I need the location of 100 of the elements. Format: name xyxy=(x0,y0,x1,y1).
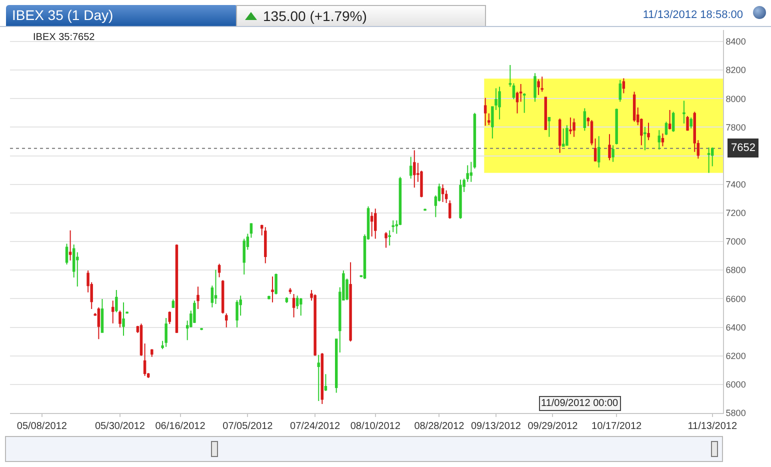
candlestick xyxy=(164,317,168,348)
candlestick xyxy=(200,327,203,331)
candlestick xyxy=(118,310,122,328)
y-tick-label: 6000 xyxy=(726,380,746,390)
candlestick xyxy=(388,230,391,246)
x-tick-label: 08/28/2012 xyxy=(414,421,465,432)
x-tick-label: 07/24/2012 xyxy=(290,421,341,432)
candlestick xyxy=(320,352,324,404)
candlestick xyxy=(172,298,175,308)
y-tick-label: 6200 xyxy=(726,350,746,361)
candlestick xyxy=(413,150,416,188)
x-tick-label: 05/08/2012 xyxy=(16,421,68,432)
candlestick xyxy=(175,244,178,334)
x-tick-label: 06/16/2012 xyxy=(155,421,206,432)
candlestick xyxy=(566,124,568,146)
x-tick-label: 10/17/2012 xyxy=(592,421,642,432)
y-tick-label: 7000 xyxy=(726,236,746,247)
candlestick xyxy=(218,263,221,278)
candlestick xyxy=(644,126,646,151)
candlestick xyxy=(285,296,288,304)
candlestick xyxy=(484,97,487,126)
x-tick-label: 07/05/2012 xyxy=(222,421,274,432)
candlestick xyxy=(661,132,664,147)
candlestick xyxy=(537,78,540,96)
x-tick-label: 11/13/2012 xyxy=(688,421,738,432)
candlestick xyxy=(682,100,686,124)
candlestick xyxy=(586,116,590,127)
candlestick xyxy=(143,343,146,376)
candlestick xyxy=(225,312,228,328)
candlestick xyxy=(140,323,143,356)
candlestick xyxy=(100,298,104,333)
candlestick xyxy=(562,128,565,147)
candlestick xyxy=(374,208,377,240)
candlestick xyxy=(384,232,388,248)
annotation: IBEX 35:7652 xyxy=(33,32,96,43)
x-tick-label: 05/30/2012 xyxy=(94,421,146,432)
y-tick-label: 7800 xyxy=(726,122,746,132)
candlestick xyxy=(664,121,668,136)
candlestick xyxy=(97,306,100,340)
candlestick xyxy=(612,144,614,162)
candlestick xyxy=(264,226,267,264)
y-tick-label: 6400 xyxy=(726,322,746,332)
candlestick xyxy=(522,92,526,114)
candlestick xyxy=(424,208,426,212)
x-tick-label: 09/29/2012 xyxy=(528,421,578,432)
candlestick xyxy=(300,297,302,316)
candlestick xyxy=(597,136,600,168)
candlestick xyxy=(534,72,536,102)
candlestick xyxy=(168,311,171,324)
y-tick-label: 8000 xyxy=(726,94,746,104)
candlestick xyxy=(214,269,218,304)
candlestick xyxy=(292,293,296,318)
candlestick xyxy=(409,156,412,180)
candlestick xyxy=(65,243,68,266)
candlestick xyxy=(558,118,562,154)
candlestick xyxy=(271,276,274,303)
candlestick xyxy=(647,122,650,141)
y-tick-label: 6800 xyxy=(726,265,746,276)
ref-line-label: 7652 xyxy=(731,142,756,154)
candlestick xyxy=(288,287,292,294)
candlestick xyxy=(615,108,618,145)
candlestick xyxy=(317,354,320,402)
candlestick xyxy=(196,286,200,310)
candlestick xyxy=(608,134,611,161)
candlestick xyxy=(334,338,338,394)
x-tick-label: 09/13/2012 xyxy=(470,421,522,432)
candlestick xyxy=(658,130,661,150)
candlestick xyxy=(540,76,544,92)
candlestick xyxy=(324,374,328,392)
y-tick-label: 6600 xyxy=(726,294,746,304)
candlestick xyxy=(569,116,572,135)
candlestick xyxy=(498,86,501,120)
candlestick xyxy=(448,200,452,220)
candlestick xyxy=(441,184,444,203)
y-tick-label: 5800 xyxy=(726,408,746,418)
candlestick xyxy=(672,111,675,132)
candlestick xyxy=(274,273,278,295)
chart-title: IBEX 35 (1 Day) xyxy=(6,5,238,26)
y-tick-label: 7400 xyxy=(726,179,746,190)
candlestick xyxy=(370,212,374,238)
candlestick xyxy=(632,91,636,122)
y-tick-label: 8200 xyxy=(726,65,746,76)
candlestick xyxy=(242,238,246,276)
candlestick xyxy=(473,112,476,170)
candlestick xyxy=(392,220,394,233)
x-tick-label: 08/10/2012 xyxy=(350,421,401,432)
candlestick xyxy=(112,300,114,324)
candlestick xyxy=(236,300,238,328)
annotation: 11/09/2012 00:00 xyxy=(541,398,619,409)
candlestick xyxy=(314,294,316,356)
candlestick xyxy=(707,146,710,174)
candlestick xyxy=(618,80,622,102)
candlestick xyxy=(221,280,224,314)
candlestick xyxy=(459,179,462,220)
y-tick-label: 7200 xyxy=(726,208,746,218)
candlestick xyxy=(193,300,196,324)
candlestick xyxy=(470,161,473,182)
candlestick xyxy=(583,108,586,132)
candlestick xyxy=(115,289,118,313)
candlestick xyxy=(548,116,551,138)
